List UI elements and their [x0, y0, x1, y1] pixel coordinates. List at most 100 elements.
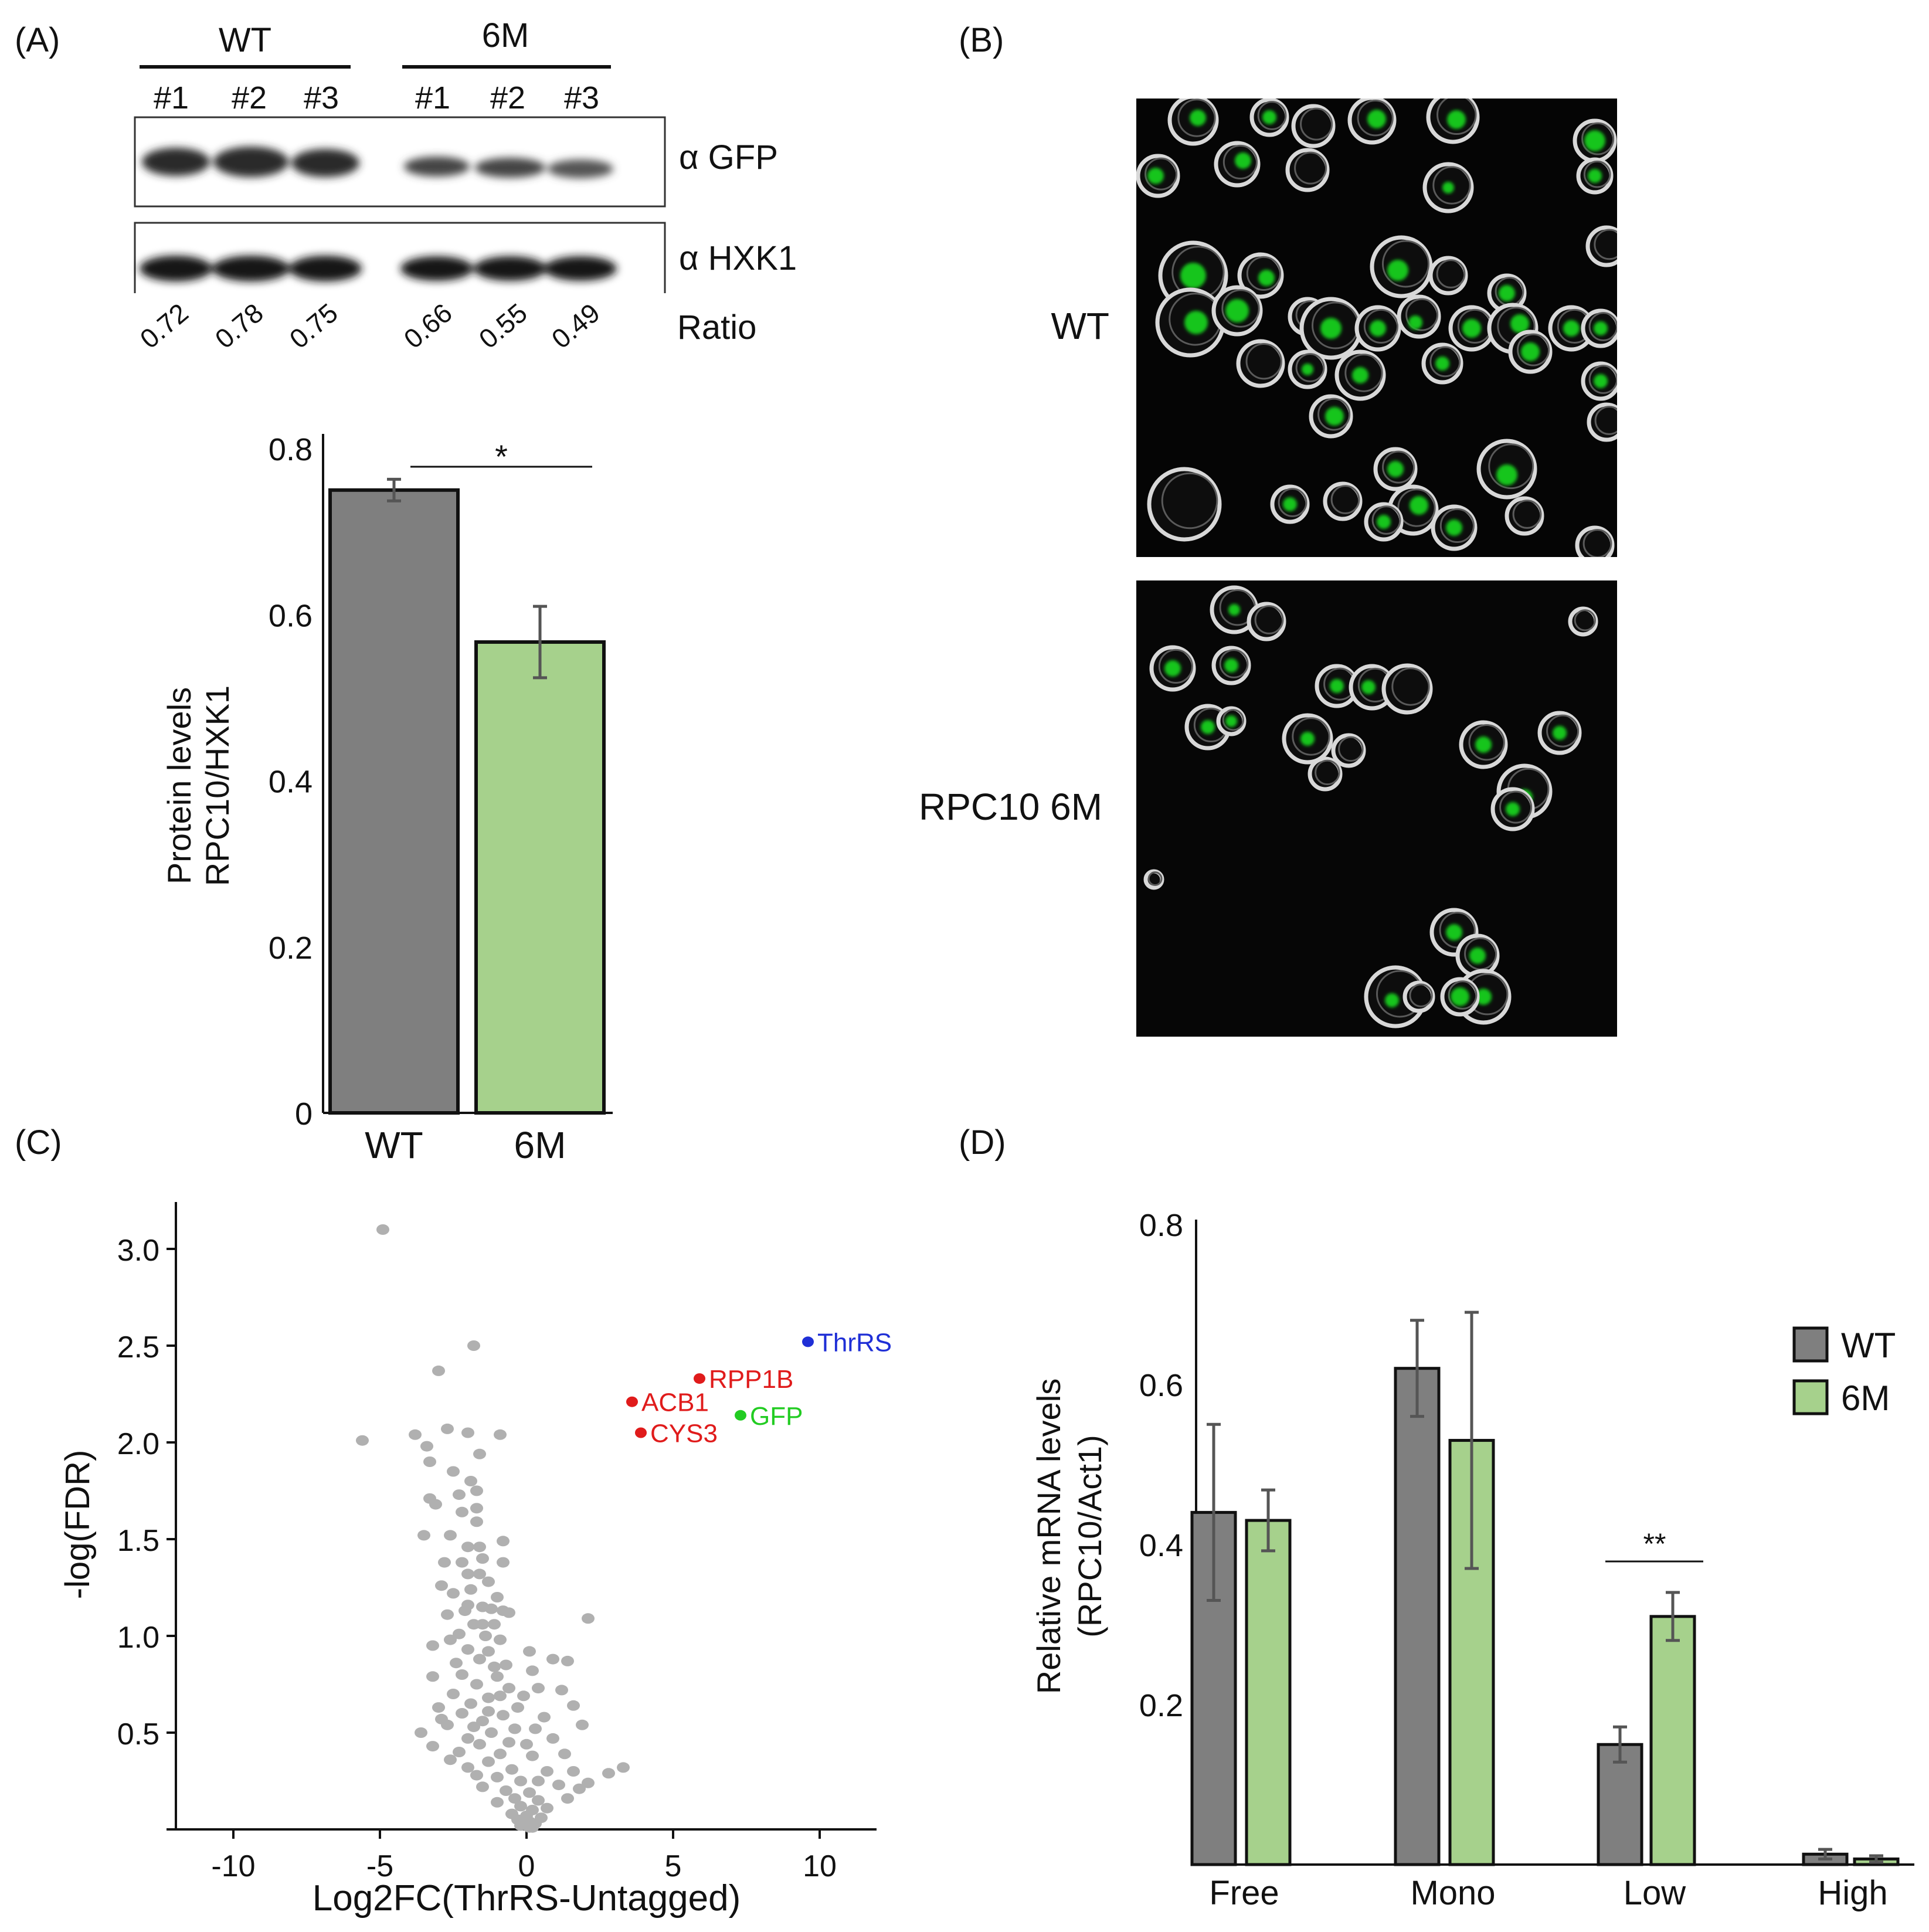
x-tick-label: High: [1818, 1874, 1887, 1912]
data-point: [523, 1646, 536, 1657]
m6-nucleus: [1330, 679, 1344, 693]
m6-cell-inner: [1147, 871, 1163, 887]
data-point: [461, 1541, 474, 1553]
wt-nucleus: [1446, 519, 1462, 536]
micrograph-6m: [1136, 580, 1617, 1037]
data-point: [409, 1429, 422, 1440]
ratio-value: 0.78: [209, 297, 269, 354]
panel-d: (D) 0.2 0.4 0.6 0.8 Free Mono Low High ** WT 6M Rel…: [959, 1123, 1914, 1912]
wt-nucleus: [1302, 364, 1313, 375]
wt-cell-inner: [1432, 166, 1471, 205]
ratio-value: 0.75: [284, 297, 344, 354]
wt-cell-inner: [1278, 488, 1307, 517]
antibody-label-hxk1: α HXK1: [679, 239, 797, 277]
m6-cell-inner: [1391, 667, 1430, 706]
data-point: [444, 1530, 457, 1541]
data-point: [552, 1780, 565, 1791]
x-tick-label: 0: [518, 1849, 535, 1883]
wt-cell-inner: [1594, 406, 1617, 435]
bar-chart-protein-levels: 0 0.2 0.4 0.6 0.8 WT 6M * Protein levels RPC10/HX…: [161, 432, 613, 1166]
data-point: [476, 1781, 489, 1792]
m6-nucleus: [1553, 726, 1567, 740]
point-label: ThrRS: [817, 1328, 892, 1357]
data-point: [417, 1530, 430, 1541]
y-tick-label: 0.8: [269, 432, 313, 467]
data-point: [450, 1658, 463, 1669]
legend-label-wt: WT: [1841, 1326, 1896, 1365]
data-point: [573, 1783, 586, 1794]
wt-nucleus: [1594, 321, 1608, 335]
data-point: [438, 1557, 451, 1568]
point-label: GFP: [750, 1402, 803, 1431]
data-point: [423, 1456, 436, 1467]
y-axis-label: Protein levels: [161, 687, 198, 884]
point-label: RPP1B: [709, 1365, 793, 1394]
data-point: [426, 1640, 439, 1651]
m6-nucleus: [1164, 660, 1181, 677]
m6-cell-inner: [1158, 648, 1193, 684]
wt-cell-inner: [1382, 240, 1429, 288]
panel-letter-a: (A): [15, 21, 60, 59]
panel-letter-c: (C): [15, 1123, 62, 1162]
x-tick-label: 5: [665, 1849, 682, 1883]
data-point: [459, 1605, 471, 1617]
blot-group-6m: 6M: [482, 16, 529, 55]
data-point: [567, 1766, 580, 1777]
m6-nucleus: [1228, 604, 1240, 616]
data-point: [500, 1785, 512, 1796]
lane-label: #3: [304, 80, 339, 116]
data-point: [470, 1770, 483, 1781]
data-point: [461, 1762, 474, 1773]
wt-cell-inner: [1245, 343, 1282, 380]
wt-cell-inner: [1177, 99, 1216, 137]
data-point: [561, 1793, 574, 1804]
wt-cell-inner: [1429, 346, 1461, 378]
data-point: [426, 1741, 439, 1752]
wt-cell-inner: [1145, 157, 1178, 191]
data-point: [482, 1756, 495, 1767]
wt-nucleus: [1258, 270, 1275, 286]
m6-nucleus: [1475, 989, 1492, 1005]
ratio-value: 0.49: [546, 297, 606, 354]
bar-6m: [1649, 1615, 1696, 1866]
ratio-value: 0.66: [398, 297, 458, 354]
wt-cell-inner: [1363, 308, 1398, 344]
data-point: [482, 1706, 495, 1717]
highlighted-point: [694, 1373, 705, 1384]
wt-nucleus: [1462, 319, 1481, 338]
data-point: [488, 1619, 501, 1630]
ratio-value: 0.55: [473, 297, 533, 354]
panel-a: (A) WT 6M #1 #2 #3 #1 #2 #3 α GFP: [15, 16, 797, 1166]
data-point: [356, 1435, 369, 1446]
data-point: [473, 1739, 486, 1750]
wt-nucleus: [1410, 496, 1428, 515]
data-point: [473, 1653, 486, 1665]
wt-cell-inner: [1294, 151, 1327, 185]
data-point: [453, 1628, 466, 1639]
ratio-label: Ratio: [677, 308, 756, 347]
x-tick-label: Low: [1624, 1874, 1687, 1912]
data-point: [520, 1739, 533, 1750]
wt-nucleus: [1377, 515, 1391, 529]
wt-nucleus: [1184, 311, 1208, 334]
data-point: [502, 1737, 515, 1748]
data-point: [500, 1659, 512, 1670]
data-point: [494, 1634, 507, 1645]
data-point: [555, 1685, 568, 1696]
highlighted-point: [735, 1410, 746, 1421]
lane-label: #3: [564, 80, 599, 116]
wt-nucleus: [1262, 110, 1276, 124]
data-point: [435, 1580, 448, 1591]
m6-cell-inner: [1338, 736, 1364, 762]
y-tick-label: 0.6: [269, 598, 313, 633]
y-tick-label: 0.8: [1139, 1208, 1183, 1243]
x-axis-label: Log2FC(ThrRS-Untagged): [313, 1878, 741, 1919]
wt-cell-inner: [1397, 488, 1436, 527]
legend-swatch-wt: [1792, 1326, 1829, 1363]
ratio-value: 0.72: [134, 297, 194, 354]
data-point: [420, 1441, 433, 1452]
bar-wt: [1394, 1367, 1441, 1866]
m6-cell-inner: [1409, 983, 1433, 1007]
m6-nucleus: [1451, 987, 1469, 1006]
